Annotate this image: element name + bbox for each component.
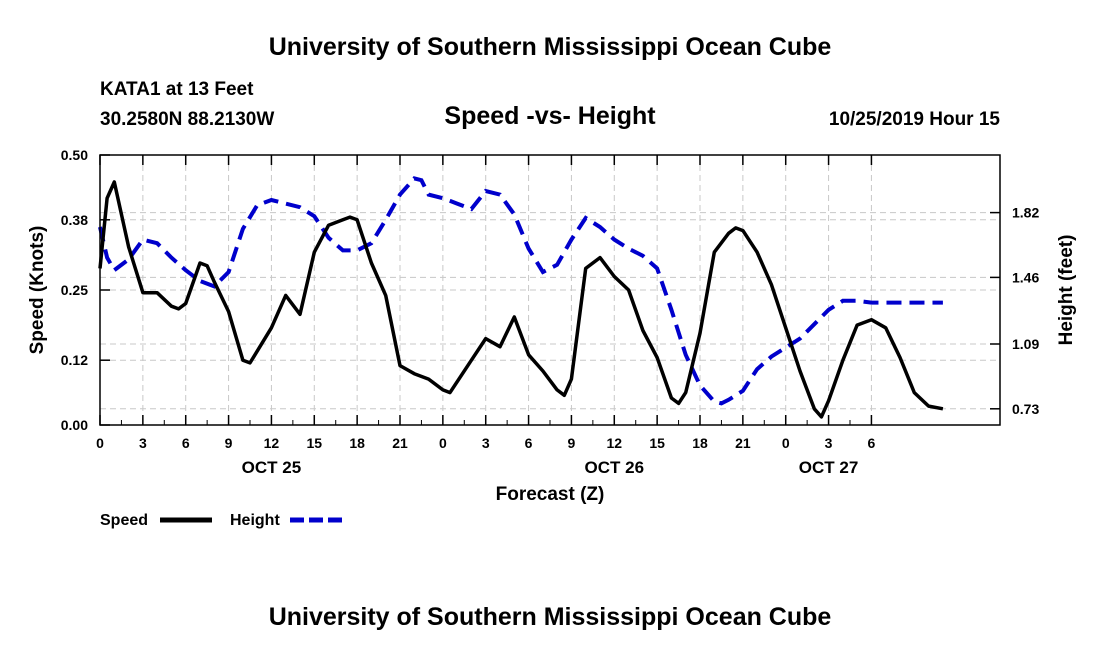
- x-tick-label: 3: [482, 435, 490, 451]
- x-tick-label: 9: [225, 435, 233, 451]
- date-axis-label: OCT 27: [799, 458, 859, 477]
- speed-series-line: [98, 180, 944, 419]
- x-tick-label: 6: [182, 435, 190, 451]
- y-axis-label: Speed (Knots): [27, 226, 48, 355]
- date-axis-label: OCT 26: [585, 458, 645, 477]
- y2-tick-label: 0.73: [1012, 401, 1039, 417]
- chart-title: Speed -vs- Height: [444, 102, 656, 130]
- grid: [99, 154, 1000, 426]
- coordinates-label: 30.2580N 88.2130W: [100, 109, 274, 130]
- date-axis-label: OCT 25: [242, 458, 302, 477]
- legend: Speed Height: [100, 512, 342, 529]
- x-tick-label: 18: [349, 435, 365, 451]
- x-tick-label: 3: [825, 435, 833, 451]
- x-tick-label: 0: [439, 435, 447, 451]
- y-tick-label: 0.50: [61, 147, 88, 163]
- x-tick-label: 0: [96, 435, 104, 451]
- date-label: 10/25/2019 Hour 15: [829, 109, 1001, 130]
- y-tick-label: 0.25: [61, 282, 88, 298]
- y-tick-label: 0.00: [61, 417, 88, 433]
- x-axis-label: Forecast (Z): [496, 484, 605, 505]
- y2-tick-label: 1.46: [1012, 269, 1039, 285]
- y2-tick-label: 1.82: [1012, 205, 1039, 221]
- x-tick-label: 3: [139, 435, 147, 451]
- x-tick-label: 6: [525, 435, 533, 451]
- x-axis-ticks: 0 3 6 9 12 15 18 21 0 3 6 9 12 15 18 21 0 3 6: [96, 155, 876, 451]
- date-labels: OCT 25 OCT 26 OCT 27: [242, 458, 859, 477]
- y-axis-ticks: 0.00 0.12 0.25 0.38 0.50: [61, 147, 110, 433]
- x-tick-label: 18: [692, 435, 708, 451]
- x-tick-label: 9: [568, 435, 576, 451]
- x-tick-label: 15: [649, 435, 665, 451]
- x-tick-label: 21: [735, 435, 751, 451]
- footer-title: University of Southern Mississippi Ocean…: [269, 603, 832, 631]
- x-tick-label: 12: [606, 435, 622, 451]
- y2-axis-label: Height (feet): [1056, 235, 1077, 346]
- legend-speed-label: Speed: [100, 512, 148, 529]
- y-tick-label: 0.38: [61, 212, 88, 228]
- plot-frame: [99, 154, 1001, 426]
- x-tick-label: 0: [782, 435, 790, 451]
- x-tick-label: 12: [264, 435, 280, 451]
- y-tick-label: 0.12: [61, 352, 88, 368]
- station-label: KATA1 at 13 Feet: [100, 79, 254, 100]
- header-title: University of Southern Mississippi Ocean…: [269, 33, 832, 61]
- y2-tick-label: 1.09: [1012, 336, 1039, 352]
- x-tick-label: 21: [392, 435, 408, 451]
- y2-axis-ticks: 0.73 1.09 1.46 1.82: [990, 205, 1039, 417]
- x-tick-label: 6: [868, 435, 876, 451]
- legend-height-label: Height: [230, 512, 280, 529]
- x-tick-label: 15: [306, 435, 322, 451]
- height-series-line: [98, 176, 943, 406]
